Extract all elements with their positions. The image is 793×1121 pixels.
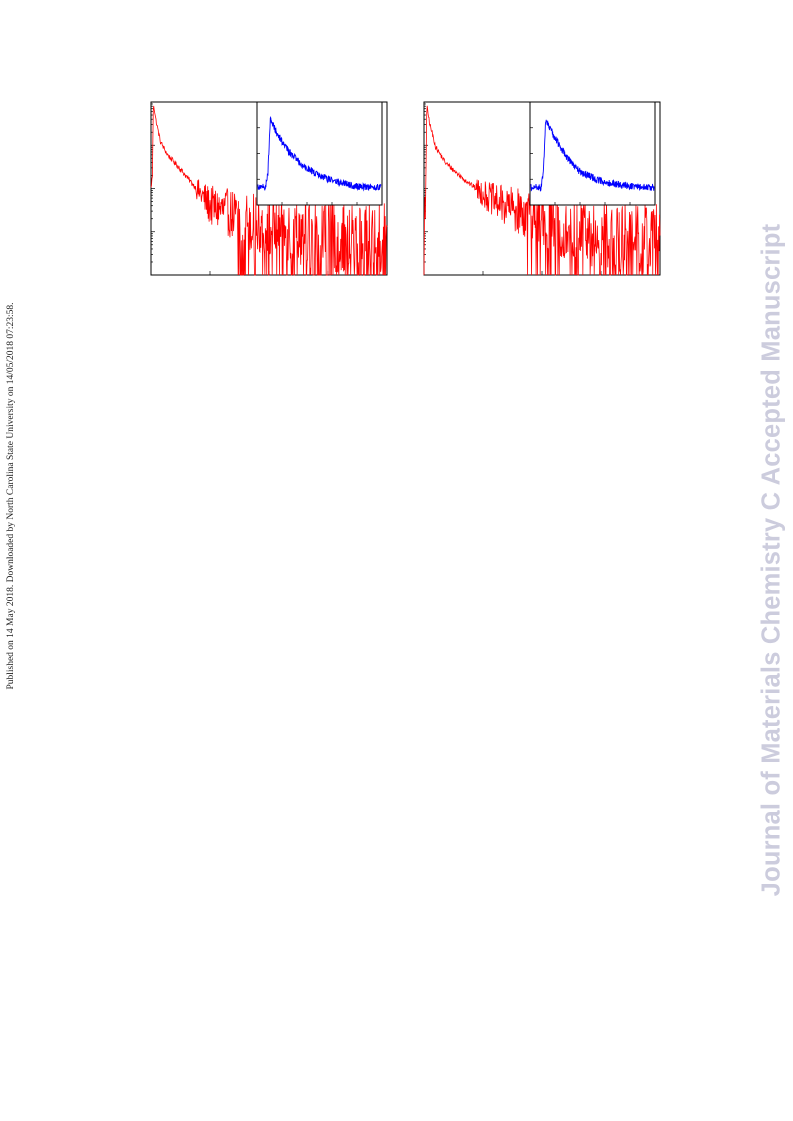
decay-chart-left xyxy=(150,101,390,278)
publication-note-text: Published on 14 May 2018. Downloaded by … xyxy=(6,302,16,690)
decay-chart-right xyxy=(423,101,663,278)
inset-series-line xyxy=(530,119,655,192)
inset-series-line xyxy=(257,115,382,192)
inset-frame xyxy=(529,101,656,206)
journal-watermark-text: Journal of Materials Chemistry C Accepte… xyxy=(757,223,786,897)
publication-note: Published on 14 May 2018. Downloaded by … xyxy=(4,276,18,716)
decay-chart-left-svg xyxy=(150,101,388,276)
decay-series-line xyxy=(150,105,388,276)
decay-chart-right-svg xyxy=(423,101,661,276)
journal-watermark: Journal of Materials Chemistry C Accepte… xyxy=(754,160,790,960)
